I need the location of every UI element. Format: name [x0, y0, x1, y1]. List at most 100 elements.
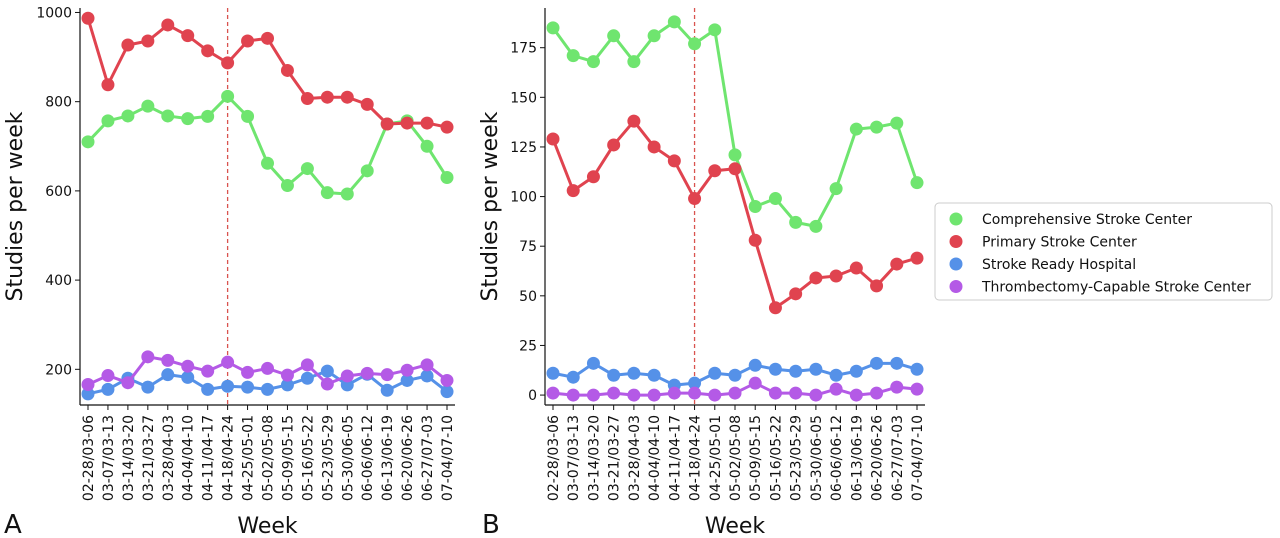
data-point	[340, 378, 354, 392]
data-point	[910, 176, 924, 190]
y-tick-label: 50	[519, 289, 537, 305]
data-point	[910, 382, 924, 396]
data-point	[688, 192, 702, 206]
legend-entry-primary-stroke-center: Primary Stroke Center	[982, 235, 1137, 251]
x-tick-label: 06-13/06-19	[380, 415, 396, 501]
x-tick-label: 05-30/06-05	[809, 415, 825, 501]
data-point	[420, 358, 434, 372]
data-point	[708, 164, 722, 178]
y-tick-label: 1000	[36, 5, 72, 21]
data-point	[420, 139, 434, 153]
data-point	[849, 388, 863, 402]
y-axis-title: Studies per week	[478, 111, 503, 301]
y-tick-label: 0	[528, 388, 537, 404]
data-point	[420, 369, 434, 383]
data-point	[789, 386, 803, 400]
data-point	[440, 171, 454, 185]
panel-letter: B	[482, 510, 500, 538]
x-tick-label: 05-23/05-29	[789, 415, 805, 501]
data-point	[809, 388, 823, 402]
data-point	[789, 364, 803, 378]
data-point	[81, 377, 95, 391]
data-point	[870, 279, 884, 293]
data-point	[221, 355, 235, 369]
series-line	[551, 20, 919, 228]
data-point	[161, 368, 175, 382]
x-tick-label: 04-04/04-10	[181, 415, 197, 501]
series-stroke-ready-hospital	[546, 356, 924, 392]
data-point	[201, 382, 215, 396]
data-point	[748, 376, 762, 390]
legend-entry-stroke-ready-hospital: Stroke Ready Hospital	[982, 257, 1136, 273]
data-point	[181, 29, 195, 43]
data-point	[81, 11, 95, 25]
x-tick-label: 04-25/05-01	[241, 415, 257, 501]
legend-box	[934, 202, 1273, 301]
x-tick-label: 05-16/05-22	[300, 415, 316, 501]
x-tick-label: 04-18/04-24	[221, 415, 237, 501]
data-point	[768, 301, 782, 315]
x-tick-label: 04-11/04-17	[201, 415, 217, 501]
data-point	[400, 116, 414, 130]
data-point	[300, 371, 314, 385]
data-point	[121, 109, 135, 123]
data-point	[627, 388, 641, 402]
x-tick-label: 05-02/05-08	[261, 415, 277, 501]
series-primary-stroke-center	[546, 114, 924, 315]
data-point	[829, 382, 843, 396]
x-tick-label: 03-21/03-27	[141, 415, 157, 501]
x-tick-label: 03-28/04-03	[627, 415, 643, 501]
data-point	[181, 370, 195, 384]
data-point	[890, 356, 904, 370]
data-point	[201, 109, 215, 123]
series-stroke-ready-hospital	[81, 364, 454, 401]
data-point	[586, 55, 600, 69]
data-point	[586, 170, 600, 184]
data-point	[360, 366, 374, 380]
data-point	[440, 385, 454, 399]
data-point	[101, 369, 115, 383]
legend: Comprehensive Stroke Center Primary Strok…	[934, 202, 1273, 301]
data-point	[546, 386, 560, 400]
data-point	[320, 364, 334, 378]
data-point	[201, 364, 215, 378]
x-tick-label: 05-30/06-05	[340, 415, 356, 501]
data-point	[870, 386, 884, 400]
data-point	[141, 350, 155, 364]
data-point	[748, 358, 762, 372]
data-point	[688, 376, 702, 390]
data-point	[546, 366, 560, 380]
data-point	[728, 368, 742, 382]
y-tick-label: 200	[45, 362, 72, 378]
x-tick-label: 05-16/05-22	[768, 415, 784, 501]
data-point	[546, 132, 560, 146]
x-axis-title: Week	[705, 514, 766, 538]
x-tick-label: 02-28/03-06	[546, 415, 562, 501]
data-point	[688, 37, 702, 51]
x-tick-label: 04-11/04-17	[667, 415, 683, 501]
data-point	[586, 356, 600, 370]
data-point	[280, 179, 294, 193]
data-point	[121, 38, 135, 52]
data-point	[910, 362, 924, 376]
data-point	[809, 362, 823, 376]
data-point	[849, 261, 863, 275]
x-tick-label: 05-09/05-15	[748, 415, 764, 501]
data-point	[360, 97, 374, 111]
data-point	[121, 376, 135, 390]
panel-b-chart: 0 25 50 75 100 125 150 175 02-28/03-06 03-07/03-1…	[478, 8, 926, 538]
data-point	[890, 257, 904, 271]
legend-entry-comprehensive-stroke-center: Comprehensive Stroke Center	[982, 212, 1192, 228]
y-axis-title: Studies per week	[3, 111, 28, 301]
data-point	[748, 233, 762, 247]
data-point	[728, 148, 742, 162]
data-point	[320, 377, 334, 391]
data-point	[261, 382, 274, 396]
data-point	[667, 386, 681, 400]
data-point	[910, 251, 924, 265]
series-thrombectomy-capable-stroke-center	[81, 350, 454, 391]
x-tick-label: 05-23/05-29	[320, 415, 336, 501]
data-point	[181, 359, 195, 373]
